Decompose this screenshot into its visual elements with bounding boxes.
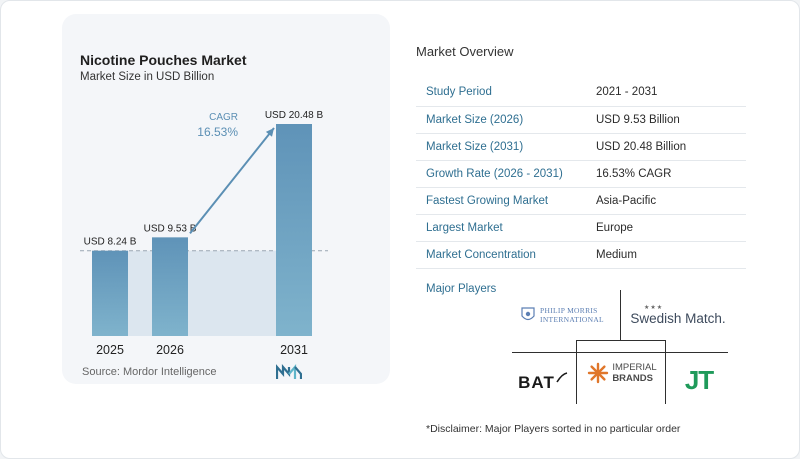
overview-row: Market Concentration Medium — [416, 241, 746, 269]
overview-row: Market Size (2026) USD 9.53 Billion — [416, 106, 746, 134]
row-value: Europe — [586, 214, 746, 242]
philip-morris-text-top: PHILIP MORRIS — [540, 306, 598, 315]
imperial-brands-logo: IMPERIAL BRANDS — [582, 356, 662, 390]
grid-divider — [665, 340, 666, 404]
chart-subtitle: Market Size in USD Billion — [80, 71, 215, 83]
bar-2025 — [92, 250, 128, 336]
overview-row: Market Size (2031) USD 20.48 Billion — [416, 133, 746, 161]
imperial-text-top: IMPERIAL — [612, 362, 657, 373]
cagr-arrow-line — [189, 127, 275, 234]
jt-logo: JT — [672, 362, 726, 398]
overview-table: Study Period 2021 - 2031 Market Size (202… — [416, 79, 746, 269]
overview-row: Growth Rate (2026 - 2031) 16.53% CAGR — [416, 160, 746, 188]
crown-stars-icon: ★★★ — [644, 304, 664, 311]
baseline-band — [92, 250, 312, 336]
overview-row: Fastest Growing Market Asia-Pacific — [416, 187, 746, 215]
major-players-title: Major Players — [426, 283, 497, 295]
row-value: Asia-Pacific — [586, 187, 746, 215]
bat-logo: BAT — [514, 368, 572, 398]
row-label: Study Period — [416, 79, 586, 107]
bat-text: BAT — [518, 373, 555, 392]
row-label: Largest Market — [416, 214, 586, 242]
grid-divider — [576, 340, 666, 341]
market-overview-panel: Market Overview Study Period 2021 - 2031 … — [416, 44, 746, 269]
imperial-text-bottom: BRANDS — [612, 373, 653, 384]
grid-divider — [576, 340, 577, 404]
grid-divider — [512, 352, 728, 353]
philip-morris-logo: PHILIP MORRIS INTERNATIONAL — [514, 300, 610, 330]
row-label: Growth Rate (2026 - 2031) — [416, 160, 586, 188]
bat-swoosh-icon — [556, 372, 568, 383]
row-value: USD 9.53 Billion — [586, 106, 746, 134]
jt-text: JT — [684, 364, 714, 395]
overview-row: Largest Market Europe — [416, 214, 746, 242]
x-tick-label: 2026 — [156, 343, 184, 357]
bar-2031 — [276, 124, 312, 336]
chart-title: Nicotine Pouches Market — [80, 52, 247, 68]
grid-divider — [620, 290, 621, 340]
bar-value-label: USD 20.48 B — [265, 110, 324, 121]
bar-2026 — [152, 237, 188, 336]
row-label: Fastest Growing Market — [416, 187, 586, 215]
philip-morris-crest-icon — [521, 307, 535, 321]
overview-row: Study Period 2021 - 2031 — [416, 79, 746, 107]
x-tick-label: 2031 — [280, 343, 308, 357]
row-value: 2021 - 2031 — [586, 79, 746, 107]
row-value: 16.53% CAGR — [586, 160, 746, 188]
bar-value-label: USD 9.53 B — [144, 223, 197, 234]
bar-value-label: USD 8.24 B — [84, 237, 137, 248]
chart-card: Nicotine Pouches Market Market Size in U… — [62, 14, 390, 384]
overview-title: Market Overview — [416, 44, 514, 59]
cagr-arrowhead — [265, 128, 274, 137]
cagr-label: CAGR — [209, 112, 238, 123]
row-value: USD 20.48 Billion — [586, 133, 746, 161]
x-tick-label: 2025 — [96, 343, 124, 357]
row-label: Market Concentration — [416, 241, 586, 269]
disclaimer-text: *Disclaimer: Major Players sorted in no … — [426, 423, 681, 435]
row-value: Medium — [586, 241, 746, 269]
cagr-value: 16.53% — [197, 125, 238, 139]
row-label: Market Size (2026) — [416, 106, 586, 134]
swedish-match-logo: ★★★ Swedish Match. — [630, 300, 726, 330]
bar-chart: USD 8.24 B 2025 USD 9.53 B 2026 USD 20.48 B 2… — [80, 110, 328, 357]
row-label: Market Size (2031) — [416, 133, 586, 161]
source-note: Source: Mordor Intelligence — [82, 366, 217, 378]
imperial-sunburst-icon — [588, 362, 609, 384]
mordor-logo-icon — [276, 364, 302, 379]
philip-morris-text-bottom: INTERNATIONAL — [540, 315, 604, 324]
swedish-match-text: Swedish Match. — [630, 310, 726, 326]
